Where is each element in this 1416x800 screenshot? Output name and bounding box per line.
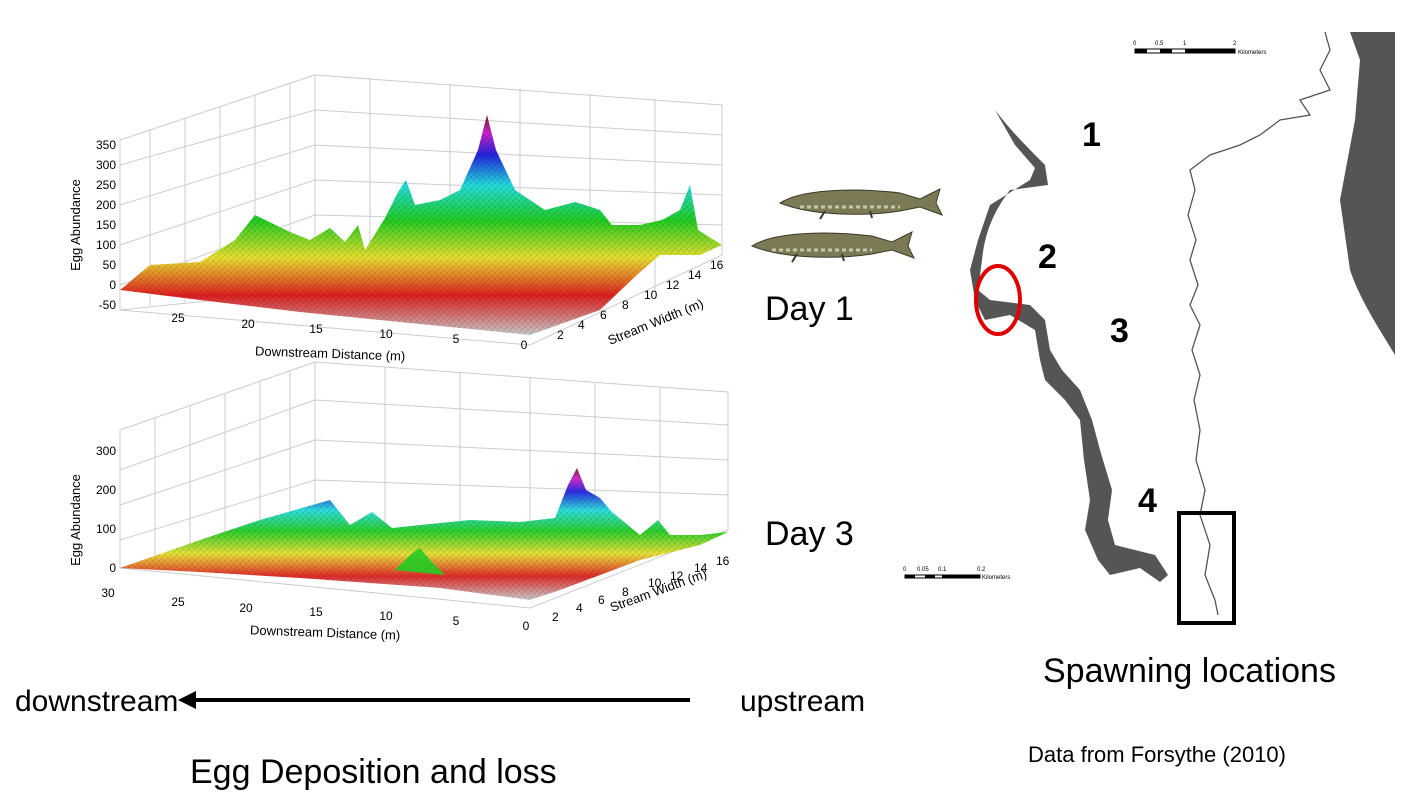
day1-chart: 350 300 250 200 150 100 50 0 -50 Egg Abu… xyxy=(68,74,724,364)
upstream-label: upstream xyxy=(740,685,866,718)
scale-bar-large: 0 0.5 1 2 Kilometers xyxy=(1133,41,1266,56)
scale-small-tick: 0.1 xyxy=(938,567,947,573)
day3-zlabel: Egg Abundance xyxy=(68,474,83,566)
day1-ztick: 150 xyxy=(96,218,116,232)
day1-ytick: 4 xyxy=(578,318,585,332)
day1-ztick: 200 xyxy=(96,198,116,212)
scale-bar-small: 0 0.05 0.1 0.2 Kilometers xyxy=(903,567,1010,581)
scale-large-tick: 1 xyxy=(1183,41,1187,47)
day1-ztick: 0 xyxy=(109,278,116,292)
scale-large-tick: 0.5 xyxy=(1155,41,1164,47)
site-label: 3 xyxy=(1110,312,1129,350)
day1-ytick: 12 xyxy=(666,278,680,292)
day3-ytick: 10 xyxy=(648,576,662,590)
day1-ztick: 300 xyxy=(96,158,116,172)
day1-ytick: 16 xyxy=(710,258,724,272)
day3-xtick: 5 xyxy=(453,614,460,628)
day3-xtick: 10 xyxy=(379,609,393,623)
scale-small-tick: 0.05 xyxy=(917,567,929,573)
day1-ztick: -50 xyxy=(99,298,117,312)
day3-xtick: 0 xyxy=(523,619,530,633)
day3-ztick: 200 xyxy=(96,483,116,497)
caption-title: Egg Deposition and loss xyxy=(190,753,557,791)
day1-xtick: 5 xyxy=(453,332,460,346)
day3-ytick: 12 xyxy=(670,569,684,583)
river-map-overview xyxy=(1177,31,1395,625)
site-label: 1 xyxy=(1082,116,1101,154)
day3-xtick: 15 xyxy=(309,605,323,619)
day1-ylabel: Stream Width (m) xyxy=(606,296,706,348)
day1-ytick: 6 xyxy=(600,308,607,322)
direction-arrow xyxy=(178,691,690,709)
day1-ztick: 50 xyxy=(103,258,117,272)
downstream-label: downstream xyxy=(15,685,179,718)
day3-xtick: 25 xyxy=(171,595,185,609)
day1-xtick: 10 xyxy=(379,327,393,341)
day3-label: Day 3 xyxy=(765,515,854,553)
day3-ytick: 16 xyxy=(716,554,730,568)
day1-xtick: 20 xyxy=(241,317,255,331)
highlight-circle xyxy=(974,264,1022,336)
spawning-locations-title: Spawning locations xyxy=(1043,652,1336,690)
day3-xtick: 20 xyxy=(239,601,253,615)
day3-ytick: 2 xyxy=(552,610,559,624)
day3-ytick: 8 xyxy=(622,585,629,599)
day3-ztick: 0 xyxy=(109,561,116,575)
data-source: Data from Forsythe (2010) xyxy=(1028,742,1286,767)
scale-large-unit: Kilometers xyxy=(1238,50,1266,56)
day1-ytick: 10 xyxy=(644,288,658,302)
day1-xtick: 25 xyxy=(171,311,185,325)
day3-ytick: 6 xyxy=(598,593,605,607)
day3-ztick: 100 xyxy=(96,522,116,536)
scale-small-tick: 0 xyxy=(903,567,907,573)
day1-zlabel: Egg Abundance xyxy=(68,179,83,271)
scale-small-unit: Kilometers xyxy=(982,575,1010,581)
site-label: 2 xyxy=(1038,238,1057,276)
river-map-detail xyxy=(970,110,1168,582)
sturgeon-fish-icon xyxy=(750,188,944,263)
scale-large-tick: 2 xyxy=(1233,41,1237,47)
day1-label: Day 1 xyxy=(765,290,854,328)
site-label: 4 xyxy=(1138,482,1157,520)
day1-xtick: 15 xyxy=(309,322,323,336)
day3-chart: 300 200 100 0 Egg Abundance 30 25 20 15 … xyxy=(68,361,730,643)
day1-ytick: 8 xyxy=(622,298,629,312)
day3-xlabel: Downstream Distance (m) xyxy=(250,622,401,642)
day3-xtick: 30 xyxy=(101,586,115,600)
day1-ytick: 2 xyxy=(557,328,564,342)
day3-ztick: 300 xyxy=(96,444,116,458)
day3-ytick: 4 xyxy=(576,601,583,615)
day3-ytick: 14 xyxy=(694,561,708,575)
day1-xtick: 0 xyxy=(521,338,528,352)
day1-ztick: 100 xyxy=(96,238,116,252)
day1-ztick: 350 xyxy=(96,138,116,152)
scale-large-tick: 0 xyxy=(1133,41,1137,47)
scale-small-tick: 0.2 xyxy=(977,567,986,573)
day1-ztick: 250 xyxy=(96,178,116,192)
day1-xlabel: Downstream Distance (m) xyxy=(255,343,406,363)
day3-gridlines xyxy=(119,361,729,609)
day1-ytick: 14 xyxy=(688,268,702,282)
study-area-box xyxy=(1177,511,1236,625)
